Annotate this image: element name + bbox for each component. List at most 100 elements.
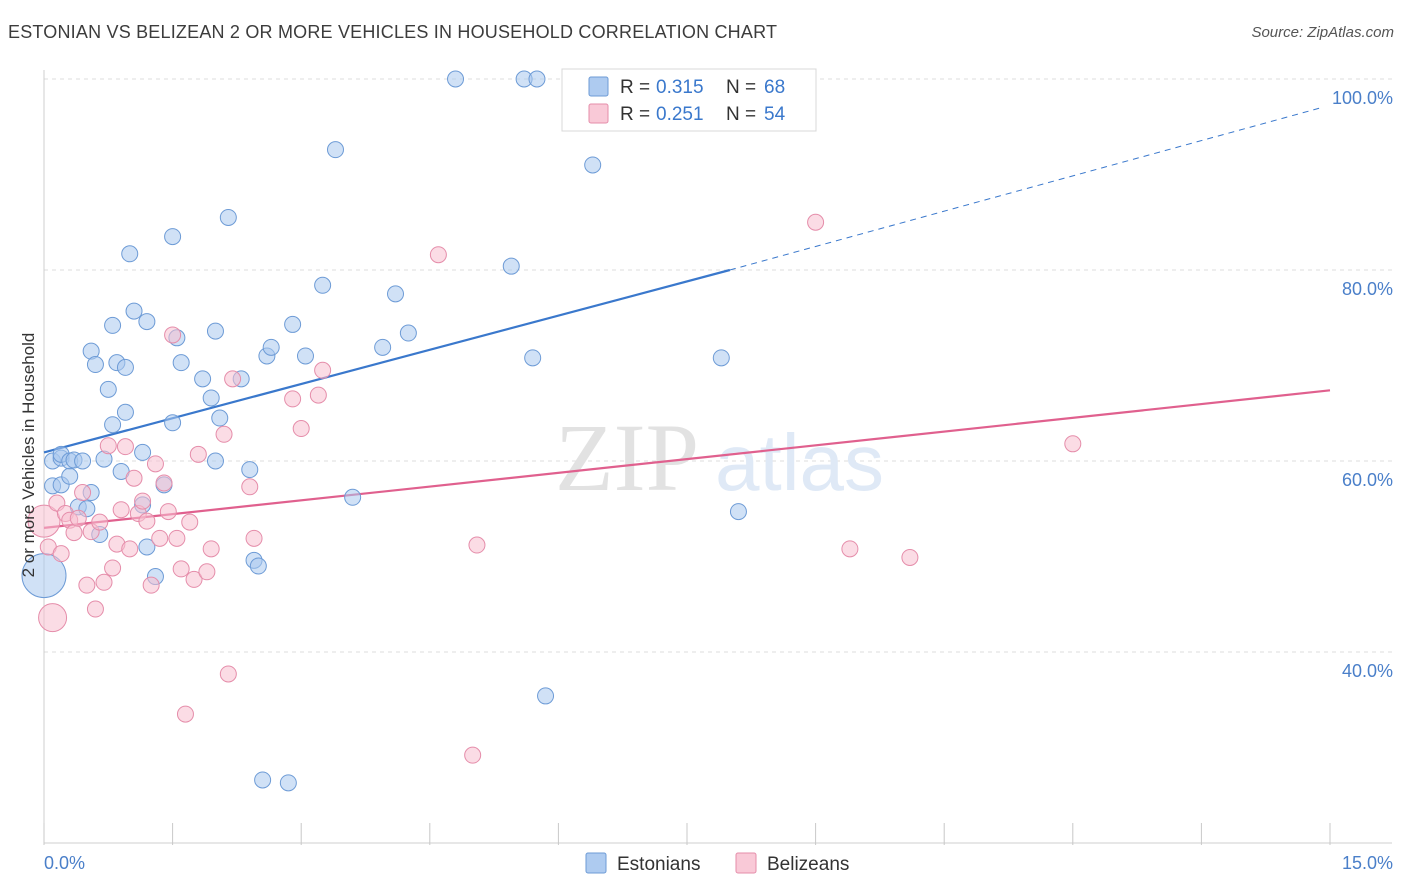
belizean-point (168, 529, 186, 547)
belizean-point (104, 559, 122, 577)
belizean-point (429, 246, 447, 264)
belizean-point (138, 512, 156, 530)
watermark-atlas: atlas (715, 418, 884, 507)
estonian-point (206, 452, 224, 470)
belizean-point (38, 603, 68, 633)
legend-r-value-1: 0.315 (656, 77, 704, 98)
watermark: ZIP atlas (555, 404, 884, 511)
belizean-point (224, 370, 242, 388)
stats-legend: R = 0.315 N = 68 R = 0.251 N = 54 (561, 68, 817, 132)
estonian-point (164, 414, 182, 432)
estonian-trend-line (43, 268, 731, 454)
estonian-point (116, 403, 134, 421)
bottom-legend-label-belizeans: Belizeans (767, 854, 849, 875)
estonian-point (138, 538, 156, 556)
legend-r-label-2: R = (620, 104, 650, 125)
belizean-point (159, 503, 177, 521)
estonian-point (194, 370, 212, 388)
belizean-point (292, 420, 310, 438)
estonian-point (314, 276, 332, 294)
estonian-point (712, 349, 730, 367)
bottom-legend-swatch-estonians (585, 852, 607, 874)
chart-title: ESTONIAN VS BELIZEAN 2 OR MORE VEHICLES … (8, 22, 778, 42)
y-tick-label: 80.0% (1342, 279, 1393, 299)
belizean-point (284, 390, 302, 408)
estonian-point (374, 338, 392, 356)
estonian-point (219, 208, 237, 226)
estonian-point (61, 467, 79, 485)
y-tick-label: 60.0% (1342, 470, 1393, 490)
belizean-point (198, 563, 216, 581)
estonian-point (399, 324, 417, 342)
belizean-point (74, 484, 92, 502)
estonian-point (138, 313, 156, 331)
legend-n-label-2: N = (726, 104, 756, 125)
estonian-point (296, 347, 314, 365)
legend-n-label-1: N = (726, 77, 756, 98)
belizean-point (215, 425, 233, 443)
estonian-point (99, 380, 117, 398)
estonian-point (104, 416, 122, 434)
belizean-point (464, 746, 482, 764)
y-tick-label: 100.0% (1332, 88, 1393, 108)
estonian-point (502, 257, 520, 275)
estonian-point (125, 302, 143, 320)
estonian-point (387, 285, 405, 303)
belizean-point (176, 705, 194, 723)
estonian-point (121, 245, 139, 263)
estonian-point (262, 338, 280, 356)
estonian-point (447, 70, 465, 88)
belizean-point (151, 529, 169, 547)
legend-swatch-blue (588, 76, 609, 97)
axes: 40.0% 60.0% 80.0% 100.0% 0.0% 15.0% (43, 70, 1393, 873)
bottom-legend-label-estonians: Estonians (617, 854, 700, 875)
belizean-point (189, 445, 207, 463)
y-axis-title-text: 2 or more Vehicles in Household (19, 333, 38, 578)
legend-n-value-1: 68 (764, 77, 785, 98)
belizean-point (241, 478, 259, 496)
estonian-point (134, 443, 152, 461)
legend-swatch-pink (588, 103, 609, 124)
grid-lines (44, 78, 1392, 653)
belizean-point (146, 455, 164, 473)
belizean-point (202, 540, 220, 558)
estonian-point (537, 687, 555, 705)
belizean-point (116, 438, 134, 456)
legend-r-value-2: 0.251 (656, 104, 704, 125)
estonian-point (74, 452, 92, 470)
estonian-point (729, 503, 747, 521)
belizean-point (172, 560, 190, 578)
estonian-point (202, 389, 220, 407)
estonian-point (206, 322, 224, 340)
x-tick-label-start: 0.0% (44, 853, 85, 873)
belizean-point (181, 513, 199, 531)
estonian-point (164, 228, 182, 246)
estonian-point (241, 461, 259, 479)
belizean-point (841, 540, 859, 558)
belizean-point (78, 576, 96, 594)
estonian-point (528, 70, 546, 88)
belizean-point (164, 326, 182, 344)
belizean-point (27, 504, 61, 538)
belizean-point (1064, 435, 1082, 453)
x-tick-label-end: 15.0% (1342, 853, 1393, 873)
belizean-point (65, 524, 83, 542)
data-points (21, 70, 1082, 792)
belizean-point (468, 536, 486, 554)
belizean-trend-line (43, 389, 1331, 529)
estonian-point (279, 774, 297, 792)
belizean-point (99, 437, 117, 455)
estonian-point (284, 315, 302, 333)
belizean-point (52, 545, 70, 563)
legend-n-value-2: 54 (764, 104, 786, 125)
estonian-point (584, 156, 602, 174)
estonian-trend-extension (729, 107, 1322, 271)
estonian-point (249, 557, 267, 575)
bottom-legend-swatch-belizeans (735, 852, 757, 874)
trend-lines (43, 107, 1331, 529)
belizean-point (125, 469, 143, 487)
estonian-point (254, 771, 272, 789)
belizean-point (121, 540, 139, 558)
belizean-point (86, 600, 104, 618)
